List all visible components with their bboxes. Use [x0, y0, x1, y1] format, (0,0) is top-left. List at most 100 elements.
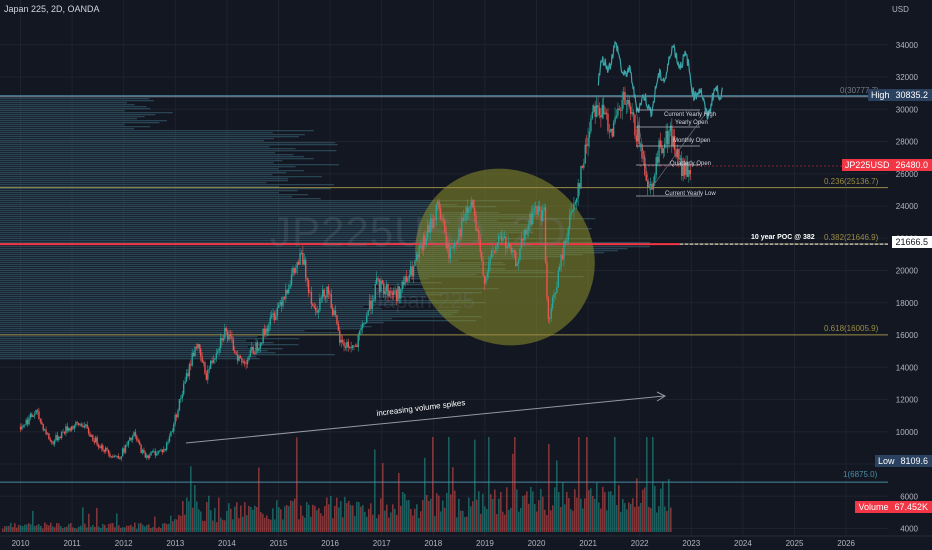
candle-body: [622, 91, 625, 100]
volume-bar: [400, 505, 402, 532]
candle-body: [625, 103, 628, 105]
volume-bar: [314, 505, 316, 532]
candle-body: [80, 424, 83, 426]
candle-body: [354, 345, 357, 347]
volume-bar: [322, 515, 324, 532]
profile-bar: [0, 252, 605, 254]
high-price-tag: High 30835.2: [867, 89, 932, 101]
candle-body: [53, 440, 56, 445]
candle-body: [187, 373, 189, 377]
candle-body: [217, 351, 219, 354]
candle-body: [215, 353, 218, 359]
volume-bar: [72, 527, 74, 532]
candle-body: [197, 343, 199, 348]
candle-body: [414, 260, 416, 266]
profile-bar: [0, 236, 508, 238]
candle-body: [33, 414, 36, 416]
volume-bar: [460, 510, 462, 532]
volume-bar: [430, 498, 432, 532]
candle-body: [390, 291, 392, 293]
time-tick-label: 2017: [373, 539, 391, 548]
volume-bar: [224, 520, 226, 532]
candle-body: [46, 433, 49, 435]
candle-body: [368, 300, 371, 311]
volume-bar: [536, 511, 538, 532]
candle-body: [241, 358, 243, 363]
candle-body: [300, 252, 303, 254]
profile-bar: [0, 308, 382, 310]
candle-body: [461, 217, 463, 236]
candle-body: [621, 99, 623, 111]
volume-bar: [292, 501, 294, 532]
candle-body: [607, 113, 609, 131]
volume-bar: [8, 525, 10, 532]
candle-body: [28, 417, 30, 425]
volume-bar: [190, 466, 192, 532]
profile-bar: [0, 194, 309, 196]
candle-body: [195, 347, 198, 348]
candle-body: [262, 329, 264, 343]
volume-bar: [392, 504, 394, 532]
time-tick-label: 2016: [321, 539, 339, 548]
candle-body: [24, 424, 26, 426]
candle-body: [224, 327, 226, 339]
volume-bar: [168, 523, 170, 532]
price-tick-label: 10000: [896, 428, 919, 437]
candle-body: [336, 315, 338, 324]
symbol-title[interactable]: Japan 225, 2D, OANDA: [4, 4, 100, 14]
profile-bar: [0, 168, 279, 170]
volume-bar: [268, 518, 270, 532]
volume-bar: [576, 497, 578, 532]
profile-bar: [0, 282, 443, 284]
profile-bar: [0, 184, 335, 186]
profile-bar: [0, 338, 300, 340]
candle-body: [370, 300, 372, 309]
candle-body: [388, 291, 391, 296]
candle-body: [113, 455, 115, 458]
volume-bar: [328, 504, 330, 532]
candle-body: [580, 166, 582, 189]
candle-body: [190, 364, 192, 366]
candle-body: [276, 307, 279, 316]
profile-bar: [0, 188, 331, 190]
volume-bar: [644, 487, 646, 532]
candle-body: [214, 358, 216, 360]
volume-bar: [174, 519, 176, 532]
candle-body: [204, 362, 206, 374]
candle-body: [86, 424, 88, 429]
candle-body: [502, 237, 504, 241]
volume-bar: [136, 528, 138, 532]
volume-bar: [96, 507, 98, 532]
candle-body: [595, 105, 598, 117]
candle-body: [148, 455, 151, 458]
candle-body: [597, 105, 599, 108]
profile-bar: [0, 214, 546, 216]
volume-bar: [222, 519, 224, 532]
profile-bar: [0, 278, 429, 280]
candle-body: [412, 265, 415, 277]
candle-body: [507, 243, 510, 248]
candle-body: [668, 131, 670, 145]
volume-bar: [346, 503, 348, 532]
candle-body: [371, 301, 374, 309]
profile-bar: [0, 160, 283, 162]
candle-body: [62, 431, 64, 433]
candle-body: [293, 267, 296, 273]
candle-body: [69, 428, 71, 431]
volume-bar: [614, 437, 616, 532]
candle-body: [350, 346, 352, 349]
volume-bar: [634, 506, 636, 532]
time-axis[interactable]: 2010 2011 2012 2013 2014 2015 2016 2017 2018 2019…: [0, 535, 932, 548]
profile-bar: [0, 350, 268, 352]
volume-bar: [286, 505, 288, 532]
candle-body: [617, 108, 619, 116]
volume-tag: Volume 67.452K: [855, 501, 932, 513]
volume-bar: [426, 494, 428, 532]
low-price-tag: Low 8109.6: [874, 455, 932, 467]
volume-bar: [98, 526, 100, 532]
candle-body: [673, 135, 676, 150]
candle-body: [658, 140, 660, 163]
volume-bar: [638, 506, 640, 532]
candle-body: [363, 323, 365, 325]
